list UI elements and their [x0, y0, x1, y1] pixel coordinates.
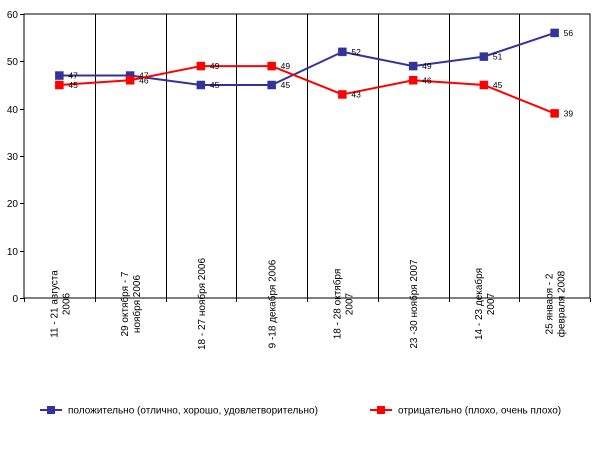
x-tick-label-line: 25 января - 2 [545, 273, 556, 334]
data-point [267, 80, 276, 90]
x-tick-label-line: 29 октября - 7 [119, 271, 131, 336]
data-label: 43 [351, 89, 361, 99]
legend-marker [377, 406, 385, 414]
data-label: 46 [422, 75, 432, 85]
data-point [55, 80, 64, 90]
data-label: 39 [564, 108, 574, 118]
legend-label: положительно (отлично, хорошо, удовлетво… [68, 406, 318, 417]
data-label: 47 [139, 71, 149, 81]
data-point [550, 109, 559, 118]
x-tick-label: 29 октября - 7 ноября 2006 [119, 271, 143, 336]
x-tick-label: 18 - 27 ноября 2006 [196, 258, 208, 350]
data-point [479, 80, 489, 90]
data-point [338, 47, 347, 57]
x-tick-label-line: 2007 [344, 292, 355, 315]
x-tick-label-line: 9 -18 декабря 2006 [267, 259, 279, 348]
y-tick-label: 0 [12, 294, 18, 305]
x-tick-label: 14 - 23 декабря 2007 [473, 268, 497, 340]
data-label: 52 [351, 47, 361, 57]
x-tick-label-line: 18 - 27 ноября 2006 [196, 258, 208, 350]
data-label: 45 [68, 80, 78, 90]
data-label: 49 [281, 61, 291, 71]
data-point [196, 61, 206, 71]
y-tick-label: 30 [7, 152, 19, 163]
x-tick-label-line: 11 - 21 августа [49, 270, 60, 338]
series-line [59, 65, 555, 115]
data-label: 45 [493, 80, 503, 90]
x-tick-label: 11 - 21 августа 2006 [49, 270, 72, 338]
data-label: 47 [68, 71, 78, 81]
data-point [267, 61, 276, 71]
data-label: 45 [281, 80, 291, 90]
data-point [338, 90, 347, 99]
x-tick-label-line: 14 - 23 декабря [473, 268, 485, 340]
data-label: 45 [210, 80, 220, 90]
data-point [479, 52, 489, 61]
data-label: 56 [564, 28, 574, 38]
data-point [550, 28, 559, 38]
data-point [125, 76, 135, 85]
x-tick-label-line: февраля 2008 [556, 270, 568, 337]
data-label: 51 [493, 52, 503, 62]
legend-marker [47, 406, 55, 414]
x-tick-label: 18 - 28 октября 2007 [331, 269, 355, 340]
x-tick-label: 25 января - 2 февраля 2008 [545, 270, 568, 337]
data-point [196, 80, 206, 90]
data-point [55, 71, 64, 80]
data-label: 49 [422, 61, 432, 71]
data-label: 46 [139, 75, 149, 85]
data-point [408, 61, 418, 71]
y-tick-label: 40 [7, 105, 19, 116]
x-tick-label: 23 -30 ноября 2007 [408, 259, 420, 349]
data-point [408, 76, 418, 85]
legend-label: отрицательно (плохо, очень плохо) [398, 406, 561, 417]
x-tick-label-line: 2006 [61, 292, 72, 315]
x-tick-label-line: 23 -30 ноября 2007 [408, 259, 420, 349]
y-tick-label: 60 [7, 10, 19, 21]
y-tick-label: 20 [7, 199, 19, 210]
x-tick-label-line: 2007 [486, 292, 497, 315]
y-tick-label: 50 [7, 57, 19, 68]
y-tick-label: 10 [7, 247, 19, 258]
data-label: 49 [210, 61, 220, 71]
x-tick-label-line: ноября 2006 [131, 275, 143, 334]
x-tick-label-line: 18 - 28 октября [331, 269, 343, 340]
x-tick-label: 9 -18 декабря 2006 [267, 259, 279, 348]
